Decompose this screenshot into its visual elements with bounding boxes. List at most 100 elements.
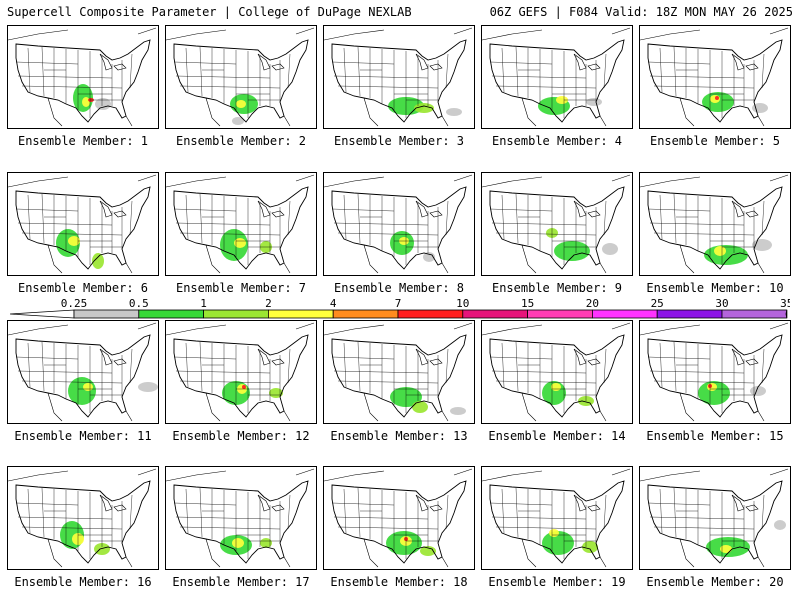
us-map — [324, 468, 473, 568]
colorbar-tick-label: 35 — [780, 298, 790, 310]
ensemble-map-12 — [165, 320, 317, 424]
colorbar-tick-label: 10 — [456, 298, 469, 310]
ensemble-map-18 — [323, 466, 475, 570]
scp-shading — [546, 228, 618, 261]
colorbar-segment — [397, 309, 464, 319]
us-map — [640, 322, 789, 422]
us-map — [166, 468, 315, 568]
us-map — [324, 27, 473, 127]
ensemble-map-5 — [639, 25, 791, 129]
us-map — [8, 322, 158, 422]
colorbar-over-triangle — [785, 309, 788, 319]
ensemble-map-1 — [7, 25, 159, 129]
ensemble-member-label: Ensemble Member: 19 — [488, 575, 626, 589]
ensemble-map-3 — [323, 25, 475, 129]
colorbar-tick-label: 20 — [586, 298, 599, 310]
colorbar-tick-label: 25 — [651, 298, 664, 310]
ensemble-map-17 — [165, 466, 317, 570]
scp-shading — [230, 94, 258, 125]
ensemble-member-label: Ensemble Member: 20 — [646, 575, 784, 589]
colorbar-tick-label: 4 — [330, 298, 337, 310]
colorbar-segment — [203, 309, 269, 319]
ensemble-member-label: Ensemble Member: 4 — [491, 134, 623, 148]
ensemble-member-label: Ensemble Member: 6 — [17, 281, 149, 295]
ensemble-map-20 — [639, 466, 791, 570]
scp-shading — [73, 84, 111, 112]
us-map — [482, 468, 631, 568]
ensemble-map-11 — [7, 320, 159, 424]
us-map — [166, 174, 315, 274]
product-title: Supercell Composite Parameter | College … — [7, 5, 412, 19]
us-map — [640, 174, 789, 274]
us-map — [482, 27, 631, 127]
ensemble-member-label: Ensemble Member: 2 — [175, 134, 307, 148]
scp-shading — [56, 229, 104, 269]
ensemble-map-4 — [481, 25, 633, 129]
ensemble-map-9 — [481, 172, 633, 276]
ensemble-member-label: Ensemble Member: 14 — [488, 429, 626, 443]
colorbar-tick-label: 2 — [265, 298, 272, 310]
ensemble-member-label: Ensemble Member: 12 — [172, 429, 310, 443]
us-map — [8, 468, 157, 568]
colorbar-segment — [592, 309, 658, 319]
us-map — [324, 322, 473, 422]
ensemble-member-label: Ensemble Member: 1 — [17, 134, 149, 148]
us-map — [8, 174, 157, 274]
ensemble-member-label: Ensemble Member: 7 — [175, 281, 307, 295]
us-map — [640, 27, 789, 127]
ensemble-member-label: Ensemble Member: 11 — [14, 429, 152, 443]
us-map — [324, 174, 473, 274]
us-map — [8, 27, 157, 127]
ensemble-member-label: Ensemble Member: 16 — [14, 575, 152, 589]
scp-shading — [60, 521, 110, 555]
colorbar-segment — [721, 309, 788, 319]
scp-shading — [706, 520, 786, 557]
scp-shading — [386, 531, 436, 556]
ensemble-map-14 — [481, 320, 633, 424]
ensemble-map-6 — [7, 172, 159, 276]
ensemble-map-15 — [639, 320, 791, 424]
ensemble-member-label: Ensemble Member: 17 — [172, 575, 310, 589]
colorbar-tick-label: 30 — [715, 298, 728, 310]
ensemble-member-label: Ensemble Member: 15 — [646, 429, 784, 443]
ensemble-map-7 — [165, 172, 317, 276]
colorbar-tick-label: 0.25 — [61, 298, 88, 310]
ensemble-member-label: Ensemble Member: 18 — [330, 575, 468, 589]
colorbar-under-triangle — [10, 309, 75, 319]
colorbar-segment — [332, 309, 399, 319]
colorbar-segment — [138, 309, 205, 319]
ensemble-member-label: Ensemble Member: 9 — [491, 281, 623, 295]
ensemble-map-8 — [323, 172, 475, 276]
ensemble-member-label: Ensemble Member: 3 — [333, 134, 465, 148]
scp-shading — [704, 239, 772, 265]
ensemble-map-13 — [323, 320, 475, 424]
us-map — [640, 468, 789, 568]
ensemble-member-label: Ensemble Member: 8 — [333, 281, 465, 295]
ensemble-member-label: Ensemble Member: 5 — [649, 134, 781, 148]
colorbar-tick-label: 15 — [521, 298, 534, 310]
ensemble-member-label: Ensemble Member: 10 — [646, 281, 784, 295]
scp-shading — [68, 377, 158, 405]
scp-shading — [220, 535, 272, 555]
us-map — [482, 174, 631, 274]
ensemble-map-16 — [7, 466, 159, 570]
scp-shading — [390, 231, 435, 262]
colorbar: 0.25 0.5 1 2 4 7 10 15 20 25 30 35 — [10, 298, 790, 319]
ensemble-map-2 — [165, 25, 317, 129]
colorbar-segment — [527, 309, 593, 319]
scp-shading — [542, 529, 598, 555]
valid-time: 06Z GEFS | F084 Valid: 18Z MON MAY 26 20… — [489, 5, 793, 19]
scp-shading — [702, 92, 768, 113]
colorbar-segment — [73, 309, 140, 319]
ensemble-member-label: Ensemble Member: 13 — [330, 429, 468, 443]
colorbar-tick-label: 0.5 — [129, 298, 149, 310]
colorbar-tick-label: 7 — [395, 298, 402, 310]
ensemble-map-10 — [639, 172, 791, 276]
colorbar-segment — [656, 309, 723, 319]
colorbar-segment — [462, 309, 528, 319]
ensemble-map-19 — [481, 466, 633, 570]
colorbar-tick-label: 1 — [200, 298, 207, 310]
colorbar-segment — [267, 309, 334, 319]
us-map — [166, 322, 315, 422]
us-map — [166, 27, 315, 127]
